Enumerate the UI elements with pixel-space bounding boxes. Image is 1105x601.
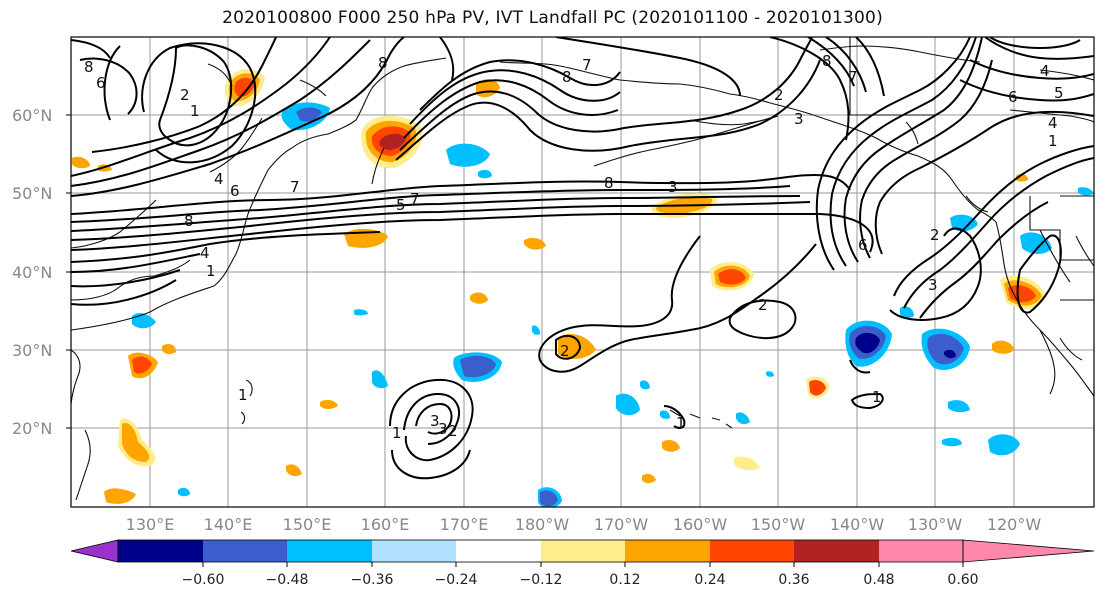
coastlines [71,37,1094,501]
colorbar-tick-label: −0.12 [520,572,563,588]
contour-label: 2 [774,86,784,104]
colorbar-tick-label: 0.36 [778,572,809,588]
lon-label: 180°W [515,515,570,534]
contour-label: 1 [190,102,200,120]
contour-label: 3 [794,110,804,128]
colorbar-segment [625,540,710,562]
latitude-labels: 60°N 50°N 40°N 30°N 20°N [12,106,71,438]
contour-label: 8 [822,52,832,70]
contour-label: 5 [396,196,406,214]
lon-label: 160°E [361,515,410,534]
contour-label: 8 [604,174,614,192]
contour-label: 3 [438,420,448,438]
colorbar-tick-label: 0.12 [609,572,640,588]
contour-label: 2 [180,86,190,104]
contour-label: 7 [410,190,420,208]
colorbar-segment [287,540,372,562]
colorbar-segment [710,540,794,562]
colorbar-tick-label: 0.48 [863,572,894,588]
colorbar-segment [879,540,963,562]
contour-label: 2 [930,226,940,244]
pv-contours [71,37,1094,480]
contour-label: 1 [206,262,216,280]
lon-label: 140°W [830,515,885,534]
contour-label: 2 [560,342,570,360]
lon-label: 130°E [126,515,175,534]
lat-label: 50°N [12,184,52,203]
contour-label: 3 [668,178,678,196]
lon-label: 170°W [594,515,649,534]
lon-label: 160°W [673,515,728,534]
colorbar-extend-low [70,539,119,563]
colorbar-tick-label: −0.24 [435,572,478,588]
lat-label: 30°N [12,341,52,360]
contour-label: 8 [184,212,194,230]
contour-label: 4 [1048,114,1058,132]
contour-label: 3 [430,412,440,430]
colorbar-tick-label: −0.48 [266,572,309,588]
map-title: 2020100800 F000 250 hPa PV, IVT Landfall… [222,8,883,28]
contour-label: 4 [1040,62,1050,80]
contour-label: 5 [1054,84,1064,102]
colorbar-segment [203,540,287,562]
contour-label: 6 [230,182,240,200]
lat-label: 60°N [12,106,52,125]
contour-label: 2 [758,296,768,314]
contour-label: 8 [562,68,572,86]
contour-label: 1 [872,388,882,406]
colorbar-segment [118,540,203,562]
lon-label: 150°W [751,515,806,534]
contour-label: 1 [1048,132,1058,150]
colorbar-segment [372,540,456,562]
lat-label: 40°N [12,263,52,282]
contour-label: 6 [858,236,868,254]
colorbar-segment [794,540,879,562]
contour-label: 2 [448,422,458,440]
colorbar-extend-high [962,539,1095,563]
colorbar-tick-label: −0.60 [182,572,225,588]
contour-label: 7 [848,68,858,86]
contour-label: 7 [290,178,300,196]
lon-label: 120°W [987,515,1042,534]
colorbar-tick-label: 0.24 [694,572,725,588]
lon-label: 140°E [204,515,253,534]
ivt-negative-shading [132,102,1094,507]
contour-label: 1 [238,386,248,404]
colorbar-segment [541,540,625,562]
colorbar-tick-label: −0.36 [351,572,394,588]
contour-label: 7 [582,56,592,74]
contour-label: 6 [96,74,106,92]
colorbar: −0.60 −0.48 −0.36 −0.24 −0.12 0.12 0.24 … [70,539,1095,588]
contour-label: 8 [378,54,388,72]
contour-label: 6 [1008,88,1018,106]
contour-label: 4 [200,244,210,262]
contour-label: 1 [676,414,686,432]
colorbar-segment [456,540,541,562]
lon-label: 170°E [440,515,489,534]
lat-label: 20°N [12,419,52,438]
longitude-labels: 130°E 140°E 150°E 160°E 170°E 180°W 170°… [126,515,1042,534]
contour-label: 8 [84,58,94,76]
contour-label: 4 [214,170,224,188]
colorbar-tick-label: 0.60 [947,572,978,588]
lon-label: 130°W [908,515,963,534]
contour-label: 3 [928,276,938,294]
lon-label: 150°E [283,515,332,534]
contour-label: 1 [392,424,402,442]
contour-labels: 8 6 2 1 4 6 7 8 1 4 8 8 7 2 3 8 7 3 4 6 … [84,52,1064,442]
